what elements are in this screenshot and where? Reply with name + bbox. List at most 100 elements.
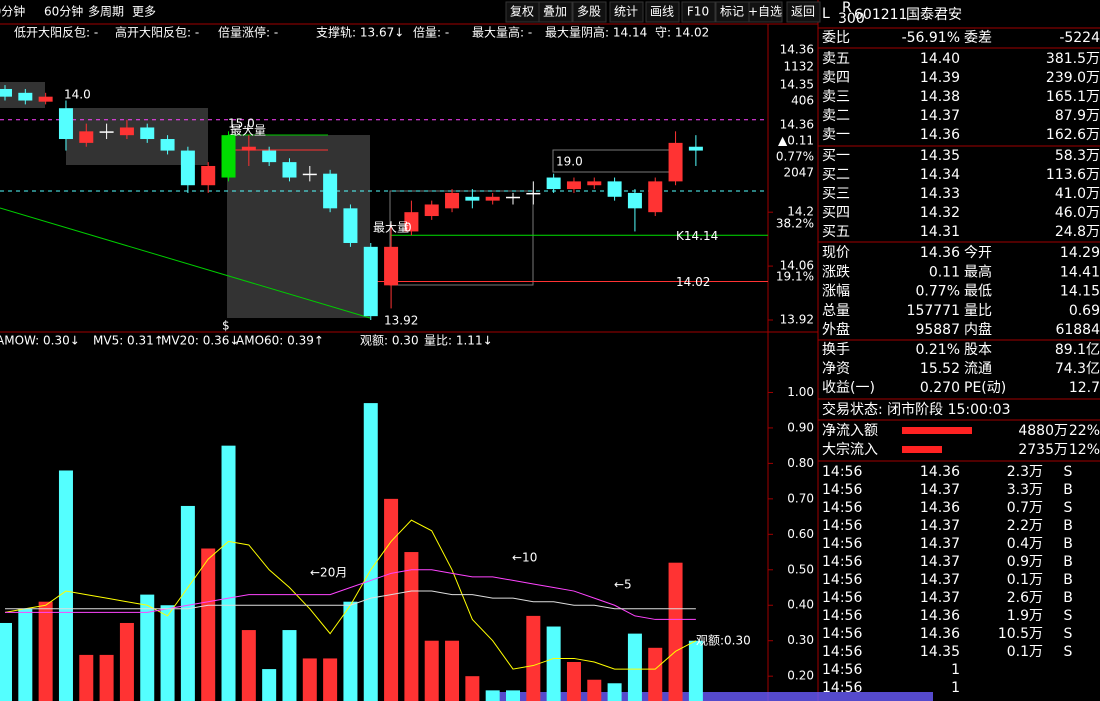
volume-bar	[566, 661, 581, 701]
volume-bar	[485, 690, 500, 701]
trade-price: 14.35	[920, 644, 960, 660]
y-tick-label: 0.70	[787, 491, 814, 505]
candle-body	[241, 146, 256, 151]
trade-time: 14:56	[822, 518, 862, 534]
candle-body	[160, 139, 175, 151]
chart-annotation: 19.0	[556, 155, 583, 169]
book-volume: 239.0万	[1046, 70, 1100, 86]
toolbar-button[interactable]: 多股	[577, 5, 601, 19]
toolbar-button[interactable]: +自选	[748, 5, 782, 19]
volume-bar	[99, 654, 114, 701]
volume-annotation: ←10	[512, 551, 537, 565]
trade-volume: 0.9万	[1007, 554, 1043, 570]
candle-body	[363, 246, 378, 317]
volume-bar	[140, 594, 155, 701]
quote-label: 最高	[964, 263, 992, 280]
book-price: 14.36	[920, 127, 960, 143]
volume-bar	[526, 615, 541, 701]
candle-body	[648, 181, 663, 213]
book-volume: 24.8万	[1055, 224, 1100, 240]
candle-body	[221, 135, 236, 178]
book-label: 买二	[822, 167, 850, 183]
scrollbar[interactable]	[487, 692, 933, 701]
toolbar-button[interactable]: 画线	[650, 5, 674, 19]
ma-line	[5, 590, 696, 610]
price-info: ▲0.11	[778, 134, 814, 148]
toolbar-button-bg[interactable]	[609, 1, 644, 23]
stat-value: 0.270	[920, 380, 960, 396]
toolbar-button[interactable]: 复权	[510, 5, 534, 19]
candle-body	[79, 131, 94, 143]
legend-entry: AMOW: 0.30↓	[0, 334, 80, 348]
candle-body	[587, 181, 602, 186]
trade-volume: 0.1万	[1007, 644, 1043, 660]
price-info: 38.2%	[776, 217, 814, 231]
candle-body	[282, 162, 297, 178]
toolbar-button[interactable]: 叠加	[543, 5, 567, 19]
trade-price: 14.37	[920, 554, 960, 570]
quote-label: 外盘	[822, 321, 850, 338]
volume-bar	[241, 630, 256, 701]
book-volume: 113.6万	[1046, 167, 1100, 183]
trade-volume: 1.9万	[1007, 608, 1043, 624]
toolbar-tab[interactable]: 多周期	[88, 5, 124, 19]
book-label: 卖三	[822, 89, 850, 105]
toolbar-button-bg[interactable]	[786, 1, 821, 23]
stat-value: 12.7	[1069, 380, 1100, 396]
volume-bar	[119, 622, 134, 701]
volume-bar	[262, 669, 277, 701]
trade-side: S	[1064, 464, 1073, 480]
trade-volume: 2.6万	[1007, 590, 1043, 606]
stock-code: 601211	[854, 7, 907, 23]
candle-body	[465, 196, 480, 201]
toolbar-button[interactable]: 返回	[791, 5, 815, 19]
indicator: 最大量阴高: 14.14	[545, 25, 647, 40]
quote-value: 14.29	[1060, 245, 1100, 261]
stat-label: 换手	[822, 341, 850, 358]
toolbar-button-bg[interactable]	[681, 1, 716, 23]
chart-annotation: 14.0	[64, 88, 91, 102]
chart-area: 60分钟60分钟多周期更多复权叠加多股统计画线F10标记+自选返回低开大阳反包:…	[0, 1, 821, 701]
volume-annotation: 观额:0.30	[696, 634, 751, 648]
book-label: 买三	[822, 186, 850, 202]
toolbar-button-bg[interactable]	[645, 1, 680, 23]
toolbar-button-bg[interactable]	[572, 1, 607, 23]
quote-label: 现价	[822, 245, 850, 261]
trade-side: S	[1064, 608, 1073, 624]
toolbar-button[interactable]: 统计	[614, 5, 638, 19]
candle-body	[526, 192, 541, 195]
book-volume: 165.1万	[1046, 89, 1100, 105]
toolbar-tab[interactable]: 60分钟	[0, 4, 25, 19]
book-price: 14.40	[920, 51, 960, 67]
toolbar-button-bg[interactable]	[538, 1, 573, 23]
toolbar-button-bg[interactable]	[748, 1, 783, 23]
quote-value: 95887	[915, 322, 960, 338]
toolbar-button[interactable]: F10	[687, 5, 709, 19]
volume-annotation: ←20月	[310, 566, 347, 580]
volume-bar	[302, 658, 317, 701]
legend-entry: 观额: 0.30	[360, 334, 419, 348]
trade-price: 14.37	[920, 590, 960, 606]
trade-time: 14:56	[822, 536, 862, 552]
flag: L	[822, 6, 830, 22]
flow-pct: 22%	[1069, 423, 1100, 439]
chart-annotation: 最大量	[230, 124, 266, 138]
value: -5224	[1059, 30, 1100, 46]
volume-bar	[587, 679, 602, 701]
candle-body	[506, 196, 520, 199]
flow-pct: 12%	[1069, 442, 1100, 458]
quote-label: 最低	[964, 284, 992, 300]
volume-bar	[404, 552, 419, 701]
toolbar-tab[interactable]: 60分钟	[44, 4, 83, 19]
toolbar-tab[interactable]: 更多	[132, 5, 156, 19]
trade-price: 14.36	[920, 464, 960, 480]
trade-price: 14.37	[920, 536, 960, 552]
trade-side: S	[1064, 644, 1073, 660]
flow-bar	[902, 446, 942, 453]
book-price: 14.32	[920, 205, 960, 221]
stat-label: 流通	[964, 361, 992, 377]
level-label: K14.14	[676, 229, 718, 243]
volume-bar	[648, 647, 663, 701]
toolbar-button[interactable]: 标记	[720, 5, 744, 19]
